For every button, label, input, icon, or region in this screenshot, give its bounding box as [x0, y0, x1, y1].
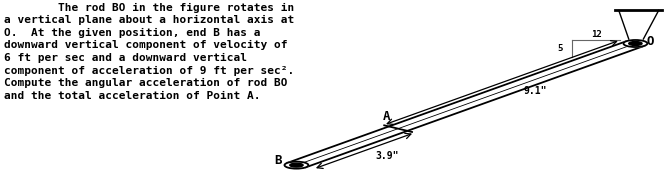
Text: 12: 12	[591, 30, 601, 39]
Circle shape	[623, 40, 647, 47]
Text: 3.9": 3.9"	[376, 152, 399, 162]
Text: B: B	[274, 154, 282, 167]
Circle shape	[290, 163, 303, 167]
Circle shape	[629, 42, 642, 45]
Polygon shape	[287, 41, 645, 167]
Text: O: O	[646, 35, 654, 48]
Text: 9.1": 9.1"	[523, 85, 547, 95]
Text: The rod BO in the figure rotates in
a vertical plane about a horizontal axis at
: The rod BO in the figure rotates in a ve…	[4, 3, 294, 101]
Circle shape	[284, 162, 308, 169]
Text: A: A	[382, 110, 390, 122]
Text: 5: 5	[557, 44, 563, 53]
